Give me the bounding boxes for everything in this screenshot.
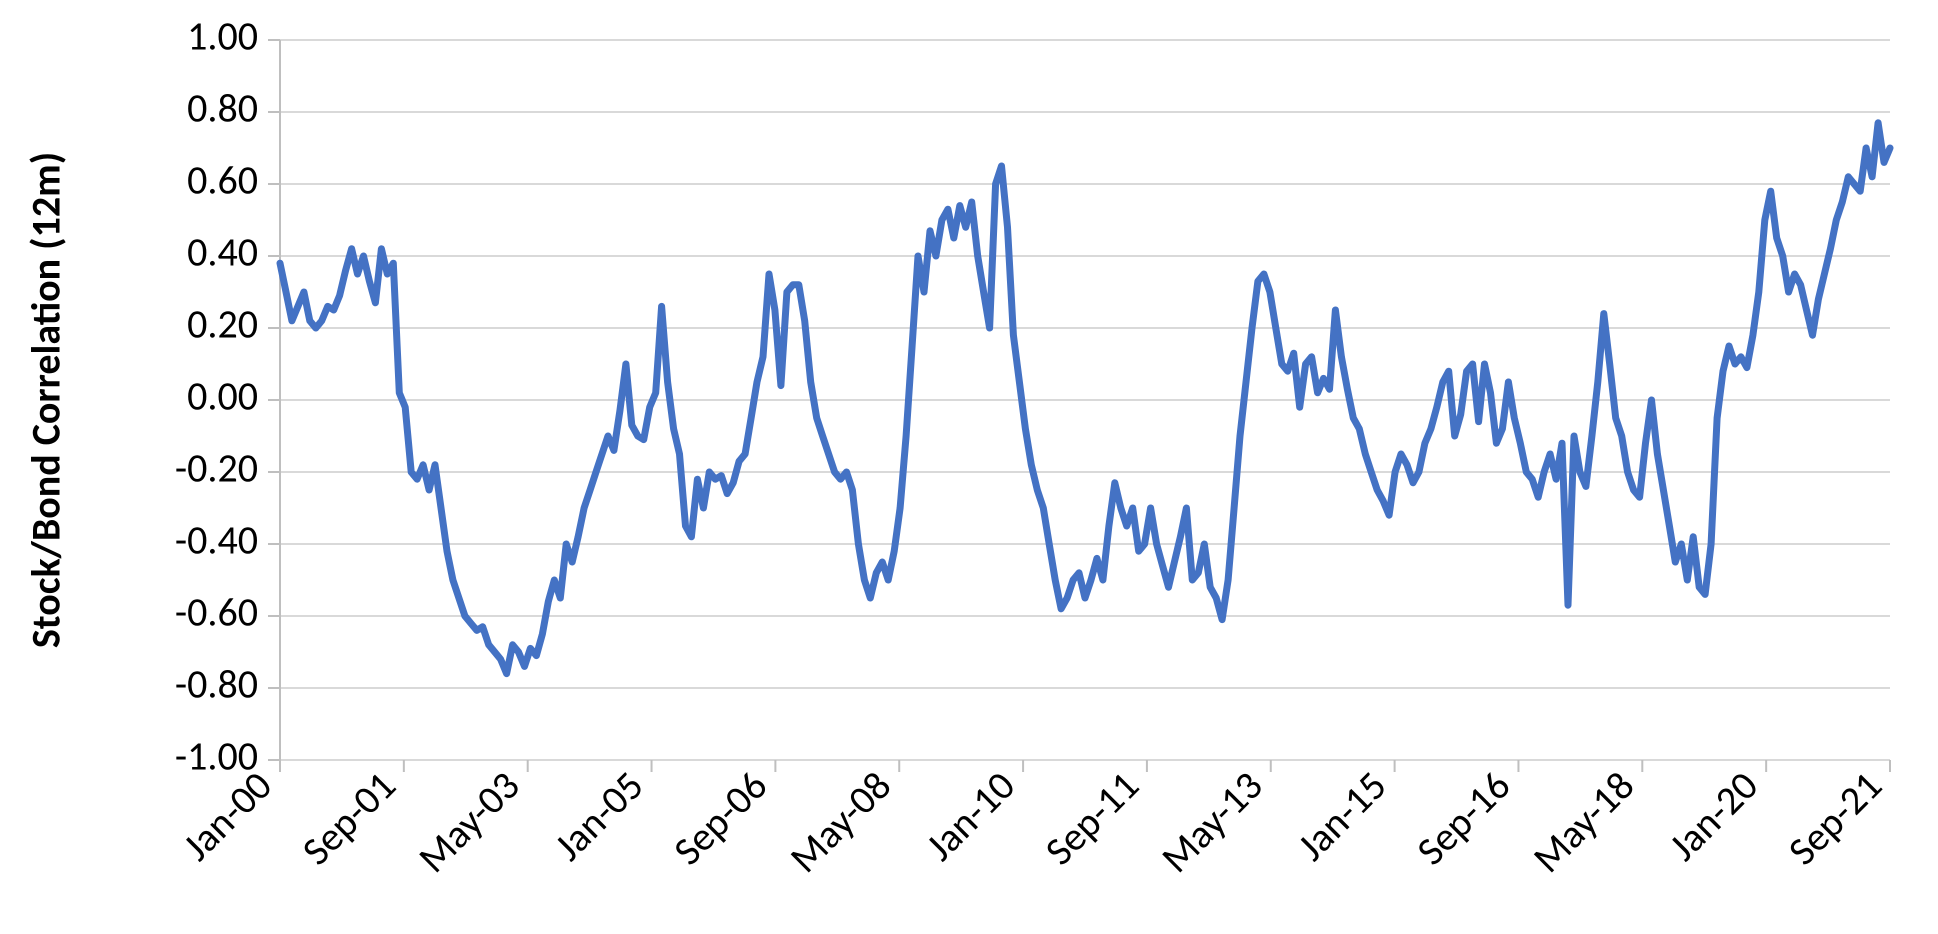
correlation-chart: 1.00 0.80 0.60 0.40 0.20 0.00 -0.20 -0.40 -0.60 -… xyxy=(0,0,1938,934)
y-axis-label: Stock/Bond Correlation (12m) xyxy=(22,152,71,648)
y-tick-label: -0.80 xyxy=(175,660,258,709)
y-tick-label: 0.20 xyxy=(187,300,258,349)
y-tick-label: 0.60 xyxy=(187,156,258,205)
y-tick-label: -0.60 xyxy=(175,588,258,637)
chart-svg: 1.00 0.80 0.60 0.40 0.20 0.00 -0.20 -0.40 -0.60 -… xyxy=(0,0,1938,934)
y-tick-label: 0.80 xyxy=(187,84,258,133)
y-tick-label: -0.40 xyxy=(175,516,258,565)
y-tick-label: 0.40 xyxy=(187,228,258,277)
y-tick-label: 1.00 xyxy=(187,12,258,61)
y-tick-label: -0.20 xyxy=(175,444,258,493)
y-tick-label: 0.00 xyxy=(187,372,258,421)
